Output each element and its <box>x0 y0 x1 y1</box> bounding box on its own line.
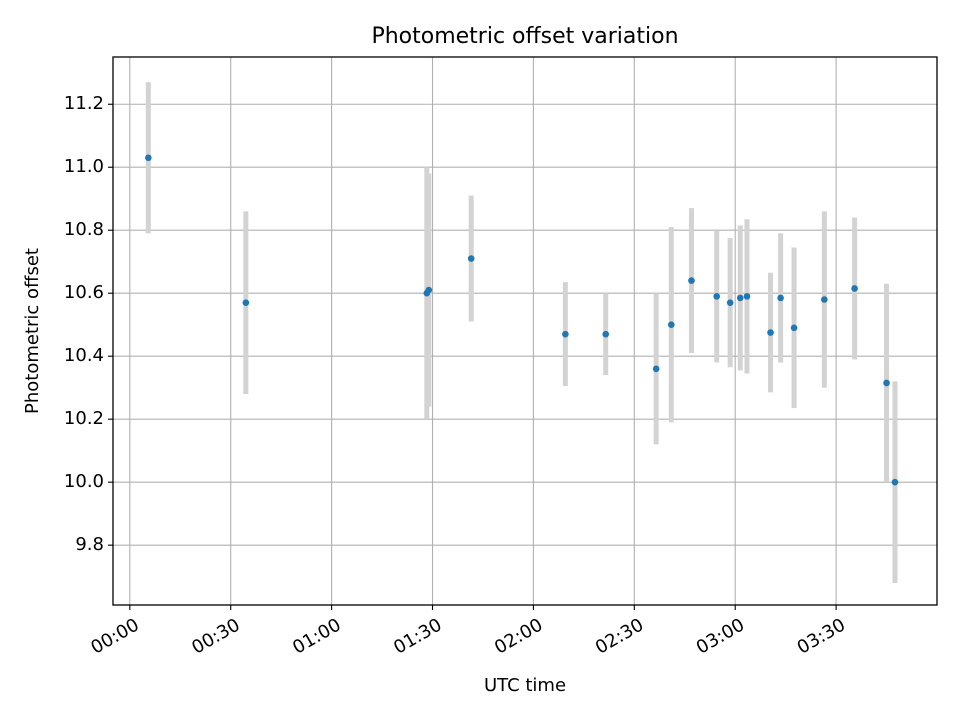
data-point <box>652 365 660 373</box>
data-point <box>726 299 734 306</box>
data-point <box>242 299 250 306</box>
x-axis-ticks: 00:00 00:30 01:00 01:30 02:00 02:30 03:00 03:30 <box>87 605 849 659</box>
x-tick-label: 01:30 <box>390 614 445 658</box>
chart-title: Photometric offset variation <box>371 24 678 49</box>
data-point <box>777 294 784 302</box>
data-point <box>145 154 152 162</box>
y-tick-label: 10.4 <box>64 345 104 366</box>
grid <box>113 57 937 605</box>
x-tick-label: 03:00 <box>693 614 748 658</box>
x-tick-label: 03:30 <box>794 614 849 658</box>
x-axis-label: UTC time <box>484 675 566 696</box>
x-tick-label: 02:00 <box>491 614 546 658</box>
data-point <box>821 296 828 303</box>
data-point <box>602 330 610 338</box>
y-tick-label: 10.2 <box>64 408 104 429</box>
data-point <box>736 294 744 302</box>
x-tick-label: 01:00 <box>289 614 344 658</box>
x-tick-label: 00:00 <box>87 614 142 658</box>
data-point <box>425 286 433 294</box>
data-point <box>668 321 675 329</box>
data-markers <box>145 154 899 486</box>
error-bars <box>145 82 898 583</box>
data-point <box>743 293 751 300</box>
y-axis-label: Photometric offset <box>22 248 43 414</box>
data-point <box>767 329 774 336</box>
data-point <box>713 293 721 300</box>
y-tick-label: 10.8 <box>64 219 104 240</box>
data-point <box>562 330 569 338</box>
x-tick-label: 02:30 <box>592 614 647 658</box>
y-axis-ticks: 9.8 10.0 10.2 10.4 10.6 10.8 11.0 11.2 <box>64 93 113 555</box>
data-point <box>883 379 890 387</box>
data-point <box>851 285 858 292</box>
data-point <box>467 255 475 262</box>
y-tick-label: 10.0 <box>64 471 104 492</box>
y-tick-label: 9.8 <box>75 534 104 555</box>
data-point <box>688 277 695 284</box>
y-tick-label: 10.6 <box>64 282 104 303</box>
data-point <box>891 478 899 486</box>
y-tick-label: 11.2 <box>64 93 104 114</box>
y-tick-label: 11.0 <box>64 156 104 177</box>
plot-frame <box>112 56 938 606</box>
data-point <box>790 324 798 332</box>
x-tick-label: 00:30 <box>188 614 243 658</box>
